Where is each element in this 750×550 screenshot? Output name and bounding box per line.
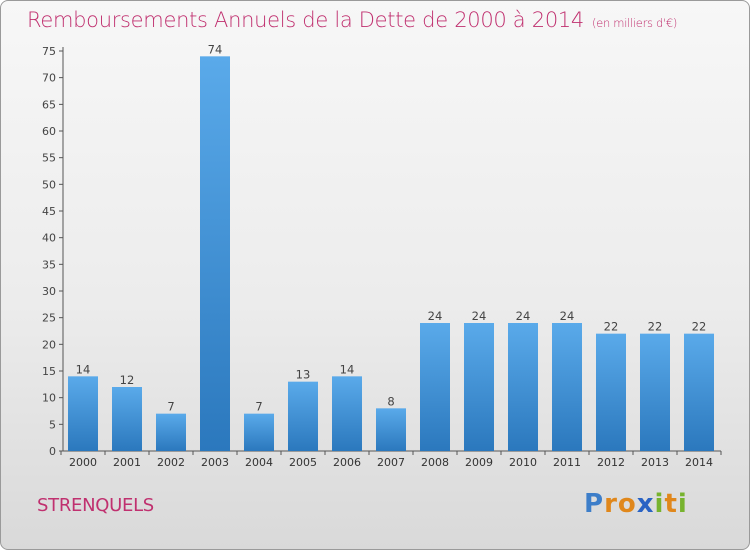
data-label: 24	[516, 309, 531, 323]
y-tick-label: 20	[42, 338, 56, 351]
bar	[112, 387, 142, 451]
logo-letter: o	[617, 489, 637, 519]
x-tick-label: 2009	[465, 456, 493, 469]
y-tick-label: 70	[42, 72, 56, 85]
bar	[244, 413, 274, 451]
y-tick-label: 50	[42, 178, 56, 191]
y-tick-label: 25	[42, 312, 56, 325]
x-tick-label: 2014	[685, 456, 713, 469]
logo-letter: x	[636, 489, 655, 519]
x-tick-label: 2010	[509, 456, 537, 469]
bar	[288, 381, 318, 451]
x-tick-label: 2012	[597, 456, 625, 469]
data-label: 24	[560, 309, 575, 323]
x-tick-label: 2003	[201, 456, 229, 469]
y-tick-label: 30	[42, 285, 56, 298]
x-tick-label: 2002	[157, 456, 185, 469]
x-tick-label: 2013	[641, 456, 669, 469]
x-tick-label: 2011	[553, 456, 581, 469]
data-label: 22	[604, 320, 619, 334]
y-tick-label: 65	[42, 98, 56, 111]
bar	[420, 323, 450, 451]
x-tick-label: 2008	[421, 456, 449, 469]
chart-unit: (en milliers d'€)	[592, 16, 678, 30]
bar	[596, 333, 626, 451]
bar	[552, 323, 582, 451]
x-tick-label: 2001	[113, 456, 141, 469]
y-tick-label: 5	[49, 418, 56, 431]
y-tick-label: 55	[42, 152, 56, 165]
logo-letter: i	[654, 489, 665, 519]
data-label: 13	[296, 368, 311, 382]
chart-title-text: Remboursements Annuels de la Dette de 20…	[27, 8, 584, 32]
data-label: 74	[208, 42, 223, 56]
bar	[508, 323, 538, 451]
data-label: 22	[692, 320, 707, 334]
x-tick-label: 2007	[377, 456, 405, 469]
chart-title: Remboursements Annuels de la Dette de 20…	[27, 8, 677, 32]
x-tick-label: 2000	[69, 456, 97, 469]
y-tick-label: 60	[42, 125, 56, 138]
y-tick-label: 10	[42, 392, 56, 405]
y-tick-label: 75	[42, 45, 56, 58]
data-label: 7	[255, 400, 262, 414]
data-label: 14	[76, 362, 91, 376]
x-tick-label: 2005	[289, 456, 317, 469]
data-label: 14	[340, 362, 355, 376]
y-tick-label: 45	[42, 205, 56, 218]
bars: 14 12 7 74 7 13 14 8 24 24 24 24 22 22 22	[68, 42, 714, 451]
data-label: 22	[648, 320, 663, 334]
y-tick-label: 0	[49, 445, 56, 458]
y-tick-label: 15	[42, 365, 56, 378]
x-tick-label: 2006	[333, 456, 361, 469]
data-label: 8	[387, 394, 394, 408]
bar	[200, 56, 230, 451]
bar	[464, 323, 494, 451]
data-label: 24	[428, 309, 443, 323]
city-name: STRENQUELS	[37, 495, 154, 516]
logo-letter: t	[664, 489, 678, 519]
data-label: 12	[120, 373, 135, 387]
bar	[376, 408, 406, 451]
data-label: 24	[472, 309, 487, 323]
axes: 0 5 10 15 20 25 30 35 40 45 50 55 60 65 70 75 2000 2001 20…	[42, 45, 722, 469]
y-tick-label: 40	[42, 232, 56, 245]
proxiti-logo[interactable]: Proxiti	[584, 489, 688, 519]
x-tick-label: 2004	[245, 456, 273, 469]
logo-letter: P	[584, 489, 605, 519]
y-tick-label: 35	[42, 258, 56, 271]
logo-letter: i	[677, 489, 688, 519]
bar	[332, 376, 362, 451]
bar	[156, 413, 186, 451]
logo-letter: r	[604, 489, 618, 519]
bar	[68, 376, 98, 451]
bar	[684, 333, 714, 451]
bar	[640, 333, 670, 451]
data-label: 7	[167, 400, 174, 414]
